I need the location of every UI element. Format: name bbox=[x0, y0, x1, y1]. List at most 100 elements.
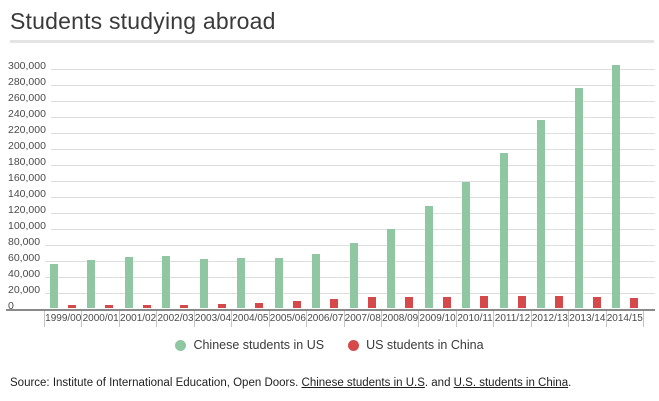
y-axis-tick-label: 240,000 bbox=[6, 109, 51, 120]
bar-group-2005-06 bbox=[269, 257, 307, 308]
bar-chinese-students-in-us bbox=[387, 229, 396, 308]
x-axis-tick-label: 2007/08 bbox=[343, 311, 381, 327]
bar-group-2006-07 bbox=[307, 253, 345, 308]
bar-us-students-in-china bbox=[330, 299, 339, 308]
y-axis-tick-label: 220,000 bbox=[6, 125, 51, 136]
bar-chinese-students-in-us bbox=[124, 257, 133, 308]
bar-chinese-students-in-us bbox=[49, 264, 58, 308]
bar-us-students-in-china bbox=[180, 305, 189, 308]
bar-us-students-in-china bbox=[217, 304, 226, 308]
legend-item-us-students: US students in China bbox=[348, 338, 484, 352]
bar-us-students-in-china bbox=[255, 302, 264, 308]
x-axis-tick-label: 2003/04 bbox=[193, 311, 231, 327]
gridline bbox=[6, 277, 655, 278]
bar-chinese-students-in-us bbox=[199, 258, 208, 308]
bars-layer bbox=[44, 64, 644, 308]
legend-dot-green-icon bbox=[175, 339, 187, 351]
bar-group-2004-05 bbox=[232, 257, 270, 308]
bar-group-2008-09 bbox=[382, 229, 420, 308]
bar-group-2011-12 bbox=[494, 152, 532, 308]
bar-group-2003-04 bbox=[194, 258, 232, 308]
bar-group-2002-03 bbox=[157, 256, 195, 308]
legend-label: US students in China bbox=[366, 338, 484, 352]
y-axis-tick-label: 60,000 bbox=[6, 253, 46, 264]
source-note: Source: Institute of International Educa… bbox=[10, 376, 653, 391]
bar-us-students-in-china bbox=[630, 297, 639, 308]
x-axis-tick-label: 2001/02 bbox=[118, 311, 156, 327]
bar-group-2000-01 bbox=[82, 260, 120, 308]
gridline bbox=[6, 117, 655, 118]
title-divider bbox=[10, 40, 654, 43]
bar-chinese-students-in-us bbox=[424, 205, 433, 308]
bar-group-2012-13 bbox=[532, 119, 570, 308]
y-axis-tick-label: 200,000 bbox=[6, 141, 51, 152]
bar-group-2009-10 bbox=[419, 205, 457, 308]
x-axis-tick-label: 2000/01 bbox=[81, 311, 119, 327]
y-axis-tick-label: 140,000 bbox=[6, 189, 51, 200]
bar-group-2001-02 bbox=[119, 257, 157, 308]
bar-us-students-in-china bbox=[367, 297, 376, 308]
chart-title: Students studying abroad bbox=[10, 8, 276, 34]
y-axis-tick-label: 100,000 bbox=[6, 221, 51, 232]
x-axis-tick-label: 2012/13 bbox=[530, 311, 568, 327]
gridline bbox=[6, 85, 655, 86]
gridline bbox=[6, 293, 655, 294]
bar-us-students-in-china bbox=[405, 297, 414, 308]
bar-chinese-students-in-us bbox=[312, 253, 321, 308]
bar-group-1999-00 bbox=[44, 264, 82, 308]
x-axis-tick-label: 2010/11 bbox=[455, 311, 493, 327]
x-axis-tick-label: 2011/12 bbox=[493, 311, 530, 327]
bar-group-2010-11 bbox=[457, 181, 495, 308]
bar-group-2007-08 bbox=[344, 243, 382, 308]
bar-group-2013-14 bbox=[569, 88, 607, 308]
source-link-chinese-students[interactable]: Chinese students in U.S bbox=[301, 377, 425, 389]
y-axis-tick-label: 20,000 bbox=[6, 285, 46, 296]
gridline bbox=[6, 213, 655, 214]
bar-chinese-students-in-us bbox=[462, 181, 471, 308]
source-text: Source: Institute of International Educa… bbox=[10, 377, 302, 389]
x-axis-line bbox=[6, 309, 655, 311]
bar-chinese-students-in-us bbox=[274, 257, 283, 308]
source-text: . and bbox=[424, 377, 454, 389]
gridline bbox=[6, 69, 655, 70]
x-axis-tick-label: 2004/05 bbox=[231, 311, 268, 327]
bar-us-students-in-china bbox=[292, 300, 301, 308]
source-link-us-students[interactable]: U.S. students in China bbox=[453, 377, 569, 389]
x-axis-tick-label: 2008/09 bbox=[380, 311, 418, 327]
gridline bbox=[6, 245, 655, 246]
legend-dot-red-icon bbox=[348, 339, 360, 351]
y-axis-tick-label: 300,000 bbox=[6, 61, 51, 72]
x-axis-tick-label: 2009/10 bbox=[418, 311, 456, 327]
bar-us-students-in-china bbox=[480, 296, 489, 308]
y-axis-tick-label: 40,000 bbox=[6, 269, 46, 280]
x-axis-tick-label: 2014/15 bbox=[605, 311, 644, 327]
bar-chinese-students-in-us bbox=[162, 256, 171, 308]
gridline bbox=[6, 149, 655, 150]
bar-chinese-students-in-us bbox=[612, 64, 621, 308]
gridline bbox=[6, 133, 655, 134]
y-axis-tick-label: 180,000 bbox=[6, 157, 51, 168]
gridline bbox=[6, 101, 655, 102]
source-text: . bbox=[568, 377, 572, 389]
x-axis-tick-label: 2006/07 bbox=[306, 311, 343, 327]
bar-chinese-students-in-us bbox=[499, 152, 508, 308]
bar-chinese-students-in-us bbox=[349, 243, 358, 308]
y-axis-tick-label: 260,000 bbox=[6, 93, 51, 104]
gridline bbox=[6, 181, 655, 182]
bar-chinese-students-in-us bbox=[537, 119, 546, 308]
gridline bbox=[6, 229, 655, 230]
y-axis-tick-label: 80,000 bbox=[6, 237, 46, 248]
chart-legend: Chinese students in US US students in Ch… bbox=[0, 337, 659, 353]
gridline bbox=[6, 197, 655, 198]
bar-us-students-in-china bbox=[67, 305, 76, 308]
bar-us-students-in-china bbox=[105, 305, 114, 308]
x-axis-tick-label: 2005/06 bbox=[268, 311, 306, 327]
bar-us-students-in-china bbox=[555, 296, 564, 308]
bar-us-students-in-china bbox=[517, 296, 526, 308]
bar-us-students-in-china bbox=[142, 304, 151, 308]
bar-us-students-in-china bbox=[592, 297, 601, 308]
bar-chinese-students-in-us bbox=[237, 257, 246, 308]
bar-chinese-students-in-us bbox=[574, 88, 583, 308]
gridline bbox=[6, 261, 655, 262]
